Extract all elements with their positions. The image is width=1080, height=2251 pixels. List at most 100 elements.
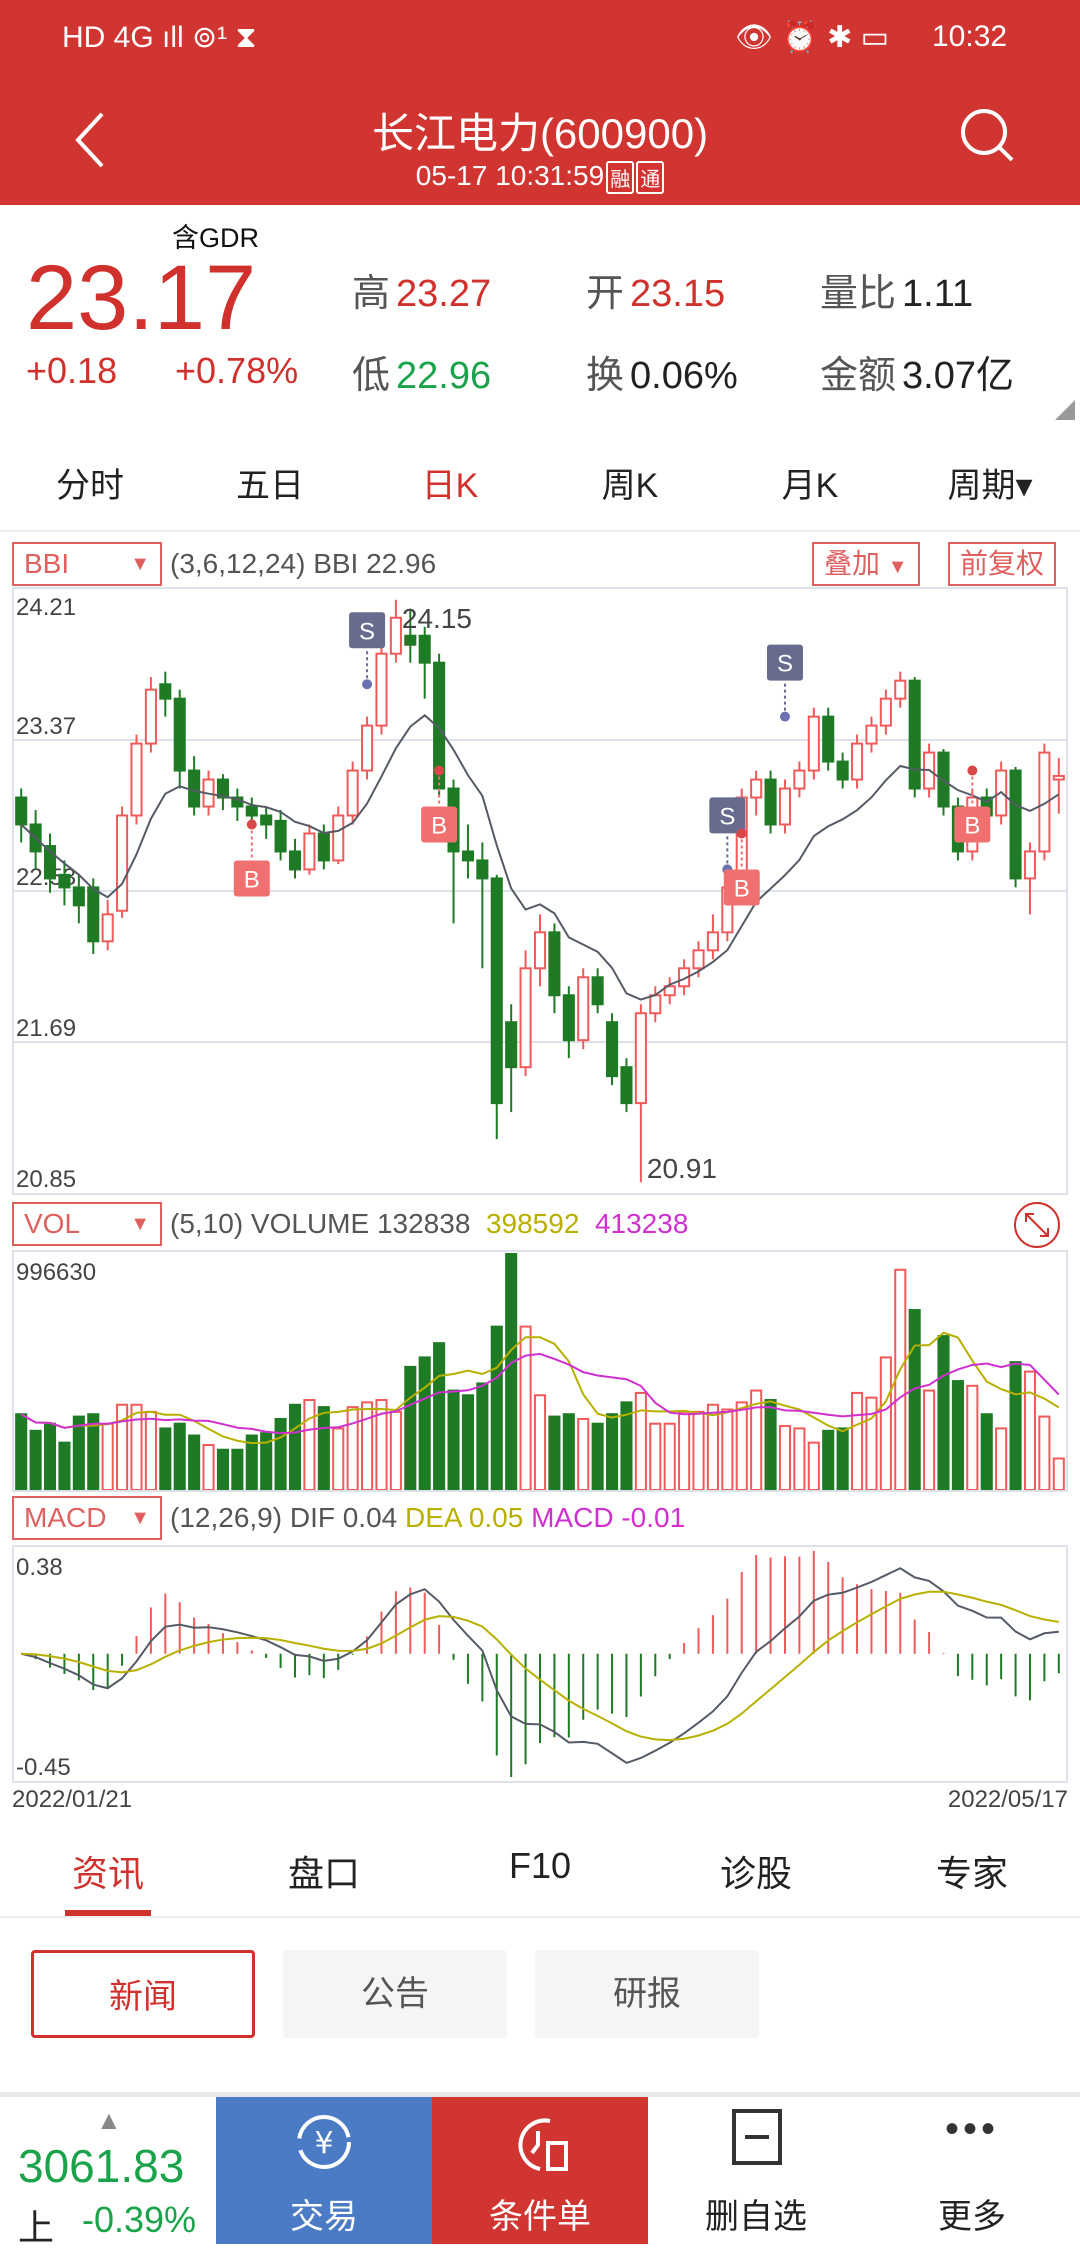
period-tab[interactable]: 分时 bbox=[56, 467, 124, 505]
signal-dot bbox=[779, 711, 790, 722]
quote-stat: 量比 1.11 bbox=[820, 262, 973, 317]
volume-bar bbox=[404, 1365, 417, 1491]
buy-signal[interactable] bbox=[421, 806, 458, 843]
sell-signal[interactable] bbox=[349, 612, 386, 649]
buy-signal[interactable] bbox=[954, 806, 991, 843]
period-tab[interactable]: 周期▾ bbox=[947, 467, 1033, 505]
vol-value: 132838 bbox=[376, 1208, 471, 1239]
divider bbox=[0, 530, 1080, 532]
conditional-order-label: 条件单 bbox=[489, 2198, 591, 2236]
overlay-select[interactable]: 叠加 ▼ bbox=[812, 542, 920, 586]
candle bbox=[634, 1012, 647, 1105]
candle bbox=[389, 616, 402, 655]
gdr-label: 含GDR bbox=[172, 223, 259, 253]
expand-icon[interactable] bbox=[1012, 1200, 1062, 1250]
candle bbox=[649, 994, 662, 1015]
indicator-select-vol[interactable]: VOL ▼ bbox=[12, 1202, 162, 1246]
volume-bar bbox=[865, 1396, 878, 1491]
news-subtab[interactable]: 新闻 bbox=[31, 1950, 255, 2038]
news-subtab[interactable]: 研报 bbox=[535, 1950, 759, 2038]
dif-line bbox=[20, 1567, 1059, 1764]
candle bbox=[692, 949, 705, 970]
volume-bar bbox=[433, 1342, 446, 1491]
indicator-select-macd[interactable]: MACD ▼ bbox=[12, 1496, 162, 1540]
trade-button[interactable]: ¥ 交易 bbox=[216, 2097, 432, 2244]
search-icon[interactable] bbox=[958, 106, 1018, 166]
macd-value: -0.01 bbox=[621, 1502, 686, 1533]
volume-bar bbox=[231, 1448, 244, 1491]
volume-bar bbox=[332, 1427, 345, 1491]
y-tick-label: 21.69 bbox=[16, 1015, 76, 1042]
sell-signal[interactable] bbox=[766, 644, 803, 681]
candle bbox=[188, 769, 201, 808]
period-tab[interactable]: 五日 bbox=[236, 467, 304, 505]
stat-label: 金额 bbox=[820, 355, 897, 397]
macd-label: MACD bbox=[24, 1502, 107, 1533]
period-tab[interactable]: 日K bbox=[421, 467, 479, 505]
conditional-order-button[interactable]: 条件单 bbox=[432, 2097, 648, 2244]
dif-value: 0.04 bbox=[342, 1502, 398, 1533]
signal-label: B bbox=[244, 866, 260, 893]
last-price: 23.17 bbox=[26, 247, 257, 349]
volume-bar bbox=[533, 1394, 547, 1491]
dropdown-icon: ▼ bbox=[130, 553, 150, 575]
stat-label: 低 bbox=[352, 355, 391, 397]
info-tab[interactable]: F10 bbox=[508, 1845, 572, 1886]
volume-bar bbox=[678, 1410, 691, 1491]
info-tab[interactable]: 资讯 bbox=[71, 1853, 144, 1894]
back-icon[interactable] bbox=[70, 110, 110, 170]
adjust-button[interactable]: 前复权 bbox=[948, 542, 1057, 586]
info-tab[interactable]: 盘口 bbox=[287, 1853, 360, 1894]
indicator-select-bbi[interactable]: BBI ▼ bbox=[12, 542, 162, 586]
volume-bar bbox=[202, 1444, 215, 1491]
candle bbox=[260, 814, 273, 826]
vol-params: (5,10) VOLUME bbox=[170, 1208, 370, 1239]
candle bbox=[375, 652, 388, 727]
period-tab[interactable]: 周K bbox=[601, 467, 659, 505]
volume-bar bbox=[937, 1335, 950, 1491]
volume-bar bbox=[663, 1422, 676, 1492]
volume-bar bbox=[144, 1410, 157, 1491]
volume-bar bbox=[361, 1401, 374, 1491]
more-button[interactable]: ••• 更多 bbox=[864, 2097, 1080, 2244]
news-subtab[interactable]: 公告 bbox=[283, 1950, 507, 2038]
macd-panel[interactable]: 0.38 -0.45 bbox=[12, 1545, 1068, 1783]
remove-watchlist-button[interactable]: 删自选 bbox=[648, 2097, 864, 2244]
candle bbox=[346, 769, 359, 817]
kline-chart: 24.2123.3722.5321.6920.8524.1520.91BSBSB… bbox=[14, 594, 1066, 1193]
volume-bar bbox=[548, 1415, 561, 1491]
index-quote[interactable]: ▲ 3061.83 上 -0.39% bbox=[0, 2097, 216, 2248]
volume-bar bbox=[879, 1356, 892, 1491]
sell-signal[interactable] bbox=[709, 797, 746, 834]
volume-bar bbox=[923, 1389, 936, 1491]
kline-panel[interactable]: 24.2123.3722.5321.6920.8524.1520.91BSBSB… bbox=[12, 587, 1068, 1195]
buy-signal[interactable] bbox=[723, 869, 760, 906]
more-icon: ••• bbox=[944, 2107, 999, 2151]
volume-ma10-line bbox=[20, 1352, 1060, 1435]
candle bbox=[332, 814, 345, 862]
svg-text:¥: ¥ bbox=[314, 2126, 333, 2161]
candle bbox=[101, 913, 114, 943]
info-tab[interactable]: 诊股 bbox=[719, 1853, 792, 1894]
candle bbox=[663, 985, 676, 997]
info-tab[interactable]: 专家 bbox=[935, 1853, 1008, 1894]
index-value: 3061.83 bbox=[18, 2140, 185, 2192]
period-tab[interactable]: 月K bbox=[781, 467, 839, 505]
buy-signal[interactable] bbox=[233, 860, 270, 897]
volume-bar bbox=[995, 1427, 1008, 1491]
candle bbox=[43, 845, 57, 880]
volume-max-label: 996630 bbox=[16, 1259, 96, 1286]
macd-chart: 0.38 -0.45 bbox=[16, 1551, 1060, 1781]
divider bbox=[0, 2092, 1080, 2097]
volume-bar bbox=[159, 1427, 172, 1491]
stat-label: 换 bbox=[586, 355, 625, 397]
volume-bar bbox=[649, 1422, 662, 1492]
volume-bar bbox=[346, 1406, 359, 1491]
volume-panel[interactable]: 996630 bbox=[12, 1250, 1068, 1492]
candle bbox=[404, 634, 417, 646]
quote-stat: 高 23.27 bbox=[352, 262, 491, 317]
candle bbox=[245, 805, 258, 817]
volume-bar bbox=[15, 1413, 28, 1491]
signal-dot bbox=[967, 765, 978, 776]
candle bbox=[418, 634, 431, 664]
